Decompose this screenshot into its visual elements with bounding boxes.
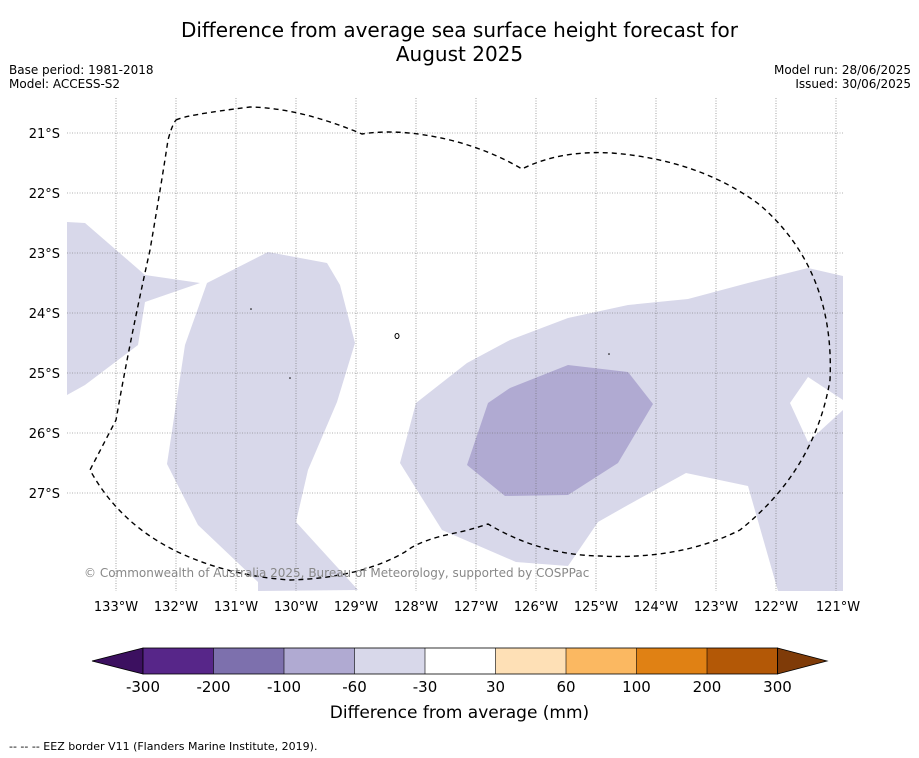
lat-label: 27°S xyxy=(29,487,60,502)
colorbar-tick: -300 xyxy=(126,678,160,696)
map-title: Difference from average sea surface heig… xyxy=(0,18,919,66)
issued-date: Issued: 30/06/2025 xyxy=(795,77,911,91)
base-period: Base period: 1981-2018 xyxy=(9,63,154,77)
lat-label: 26°S xyxy=(29,427,60,442)
eez-border xyxy=(89,106,832,581)
colorbar-segment xyxy=(425,648,496,674)
model-name: Model: ACCESS-S2 xyxy=(9,77,121,91)
lat-label: 23°S xyxy=(29,247,60,262)
lon-labels: 133°W 132°W 131°W 130°W 129°W 128°W 127°… xyxy=(94,600,860,615)
model-run: Model run: 28/06/2025 xyxy=(773,63,911,77)
colorbar-segment xyxy=(495,648,566,674)
eez-legend-note: -- -- -- EEZ border V11 (Flanders Marine… xyxy=(9,740,318,753)
colorbar-outline xyxy=(142,647,778,675)
anomaly-core xyxy=(467,365,653,496)
colorbar-tick: 300 xyxy=(763,678,792,696)
colorbar-dividers xyxy=(213,648,708,674)
lon-label: 127°W xyxy=(454,600,498,615)
lon-label: 128°W xyxy=(394,600,438,615)
lon-label: 121°W xyxy=(816,600,860,615)
lon-label: 130°W xyxy=(274,600,318,615)
lat-label: 21°S xyxy=(29,127,60,142)
colorbar-tick: -30 xyxy=(413,678,438,696)
lon-label: 125°W xyxy=(574,600,618,615)
meta-right: Model run: 28/06/2025 Issued: 30/06/2025 xyxy=(774,63,911,91)
gridlines xyxy=(67,98,843,591)
lon-label: 133°W xyxy=(94,600,138,615)
colorbar-segment xyxy=(566,648,637,674)
colorbar-tick: -60 xyxy=(342,678,367,696)
lon-label: 123°W xyxy=(694,600,738,615)
island-d xyxy=(608,353,610,355)
lon-label: 129°W xyxy=(334,600,378,615)
colorbar-tick: 200 xyxy=(693,678,722,696)
lat-label: 22°S xyxy=(29,187,60,202)
colorbar-tick: 100 xyxy=(622,678,651,696)
colorbar-segment xyxy=(354,648,425,674)
lon-label: 131°W xyxy=(214,600,258,615)
lon-label: 122°W xyxy=(754,600,798,615)
anomaly-region-central xyxy=(167,252,358,591)
colorbar-extend-high xyxy=(777,647,829,675)
lon-label: 126°W xyxy=(514,600,558,615)
title-line-2: August 2025 xyxy=(395,42,524,66)
colorbar-tick: -200 xyxy=(196,678,230,696)
map-area xyxy=(67,98,843,591)
colorbar-tick: 60 xyxy=(556,678,575,696)
colorbar-segment xyxy=(143,648,214,674)
colorbar-segment xyxy=(707,648,778,674)
island-c xyxy=(289,377,291,379)
island-b xyxy=(250,308,252,310)
colorbar-tick: -100 xyxy=(267,678,301,696)
lon-label: 132°W xyxy=(154,600,198,615)
lat-label: 25°S xyxy=(29,367,60,382)
colorbar-ticks: -300 -200 -100 -60 -30 30 60 100 200 300 xyxy=(126,678,792,696)
colorbar-segment xyxy=(284,648,355,674)
colorbar-tick: 30 xyxy=(486,678,505,696)
title-line-1: Difference from average sea surface heig… xyxy=(180,18,739,42)
lat-label: 24°S xyxy=(29,307,60,322)
island-a xyxy=(394,333,400,339)
lon-label: 124°W xyxy=(634,600,678,615)
colorbar-segment xyxy=(213,648,284,674)
colorbar-extend-low xyxy=(91,647,144,675)
meta-left: Base period: 1981-2018 Model: ACCESS-S2 xyxy=(9,63,154,91)
copyright-text: © Commonwealth of Australia 2025, Bureau… xyxy=(84,566,589,580)
colorbar-segment xyxy=(636,648,707,674)
colorbar xyxy=(91,647,829,675)
colorbar-label: Difference from average (mm) xyxy=(329,703,590,723)
anomaly-region-west xyxy=(67,222,200,395)
lat-labels: 21°S 22°S 23°S 24°S 25°S 26°S 27°S xyxy=(29,127,60,502)
